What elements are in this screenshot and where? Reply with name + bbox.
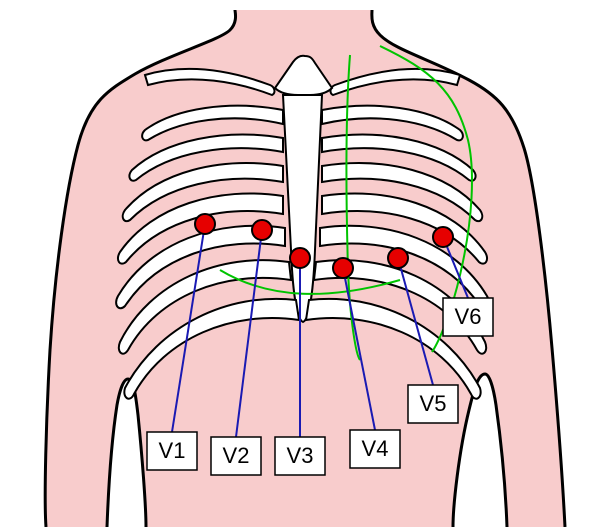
electrode-v4: [333, 258, 353, 278]
label-text-v2: V2: [223, 443, 250, 468]
label-text-v4: V4: [362, 436, 389, 461]
ecg-precordial-leads-diagram: V1 V2 V3 V4 V5 V6: [0, 0, 600, 527]
label-text-v3: V3: [287, 443, 314, 468]
electrode-v5: [388, 248, 408, 268]
label-text-v5: V5: [420, 391, 447, 416]
label-text-v6: V6: [455, 304, 482, 329]
electrode-v2: [252, 220, 272, 240]
electrode-v3: [290, 248, 310, 268]
electrode-v6: [433, 227, 453, 247]
label-text-v1: V1: [159, 438, 186, 463]
electrode-v1: [195, 214, 215, 234]
